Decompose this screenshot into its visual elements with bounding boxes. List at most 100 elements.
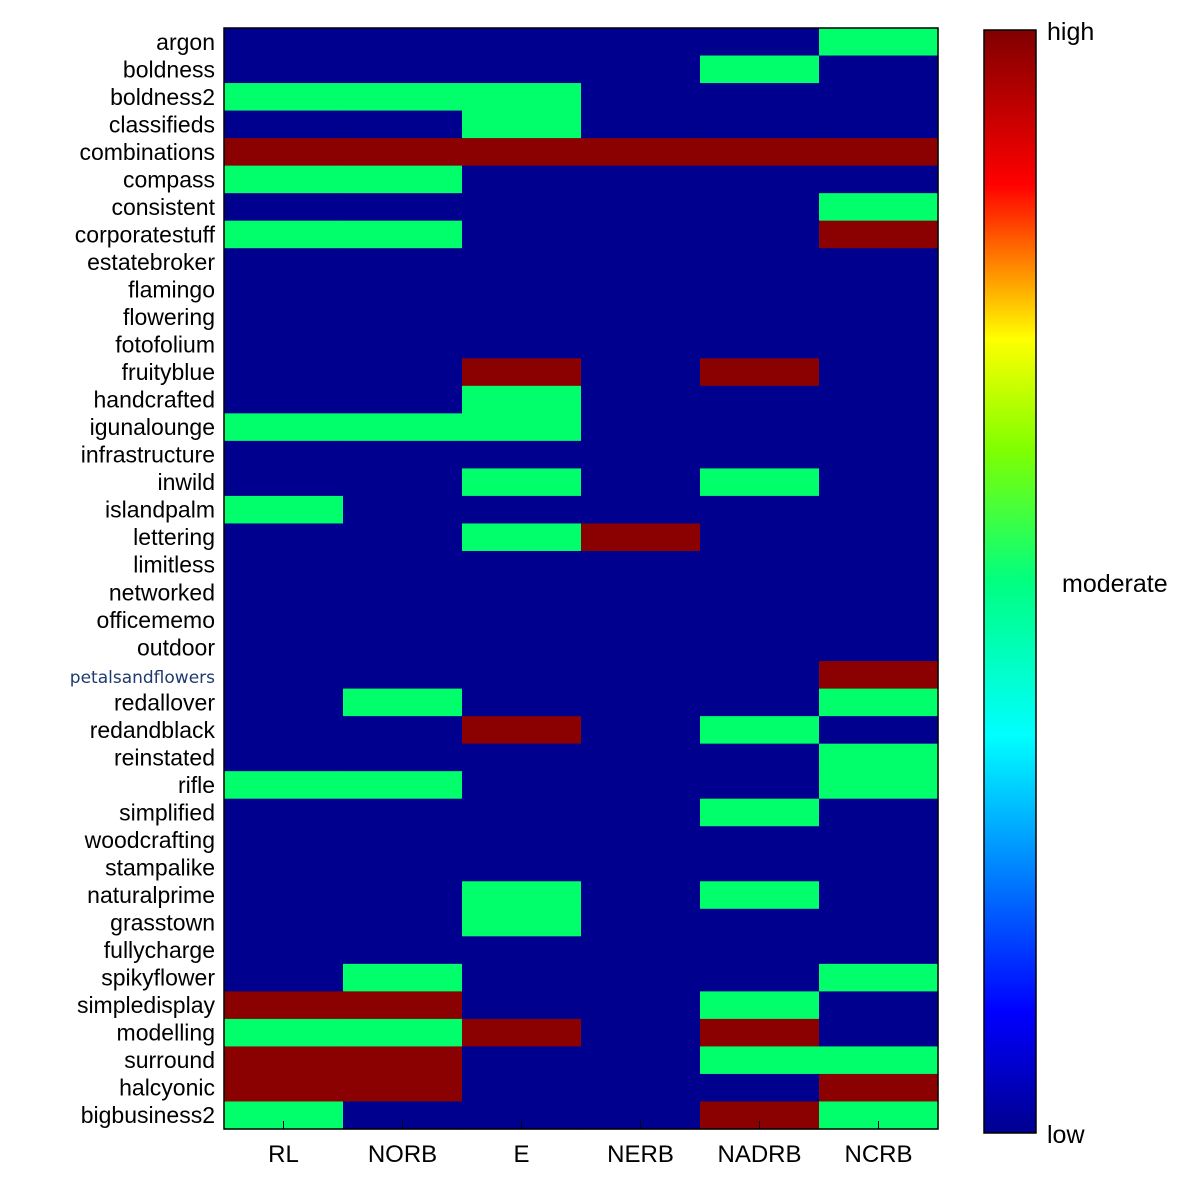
heatmap-cell (581, 688, 701, 717)
heatmap-cell (700, 55, 820, 84)
heatmap-cell (462, 220, 582, 249)
heatmap-cell (581, 55, 701, 84)
heatmap-cell (819, 991, 939, 1020)
heatmap-cell (581, 963, 701, 992)
heatmap-cell (581, 550, 701, 580)
heatmap-cell (462, 743, 582, 772)
heatmap-cell (581, 881, 701, 910)
heatmap-cell (819, 936, 939, 965)
row-label: bigbusiness2 (81, 1102, 215, 1128)
heatmap-cell (581, 330, 701, 359)
heatmap-cell (343, 716, 463, 745)
row-label: islandpalm (105, 497, 215, 523)
heatmap-cell (700, 716, 820, 745)
heatmap-cell (343, 743, 463, 772)
heatmap-cell (700, 550, 820, 580)
heatmap-cell (581, 138, 701, 167)
heatmap-cell (700, 633, 820, 662)
heatmap-cell (343, 330, 463, 359)
heatmap-cell (224, 798, 344, 827)
heatmap-cell (343, 963, 463, 992)
heatmap-cell (700, 275, 820, 304)
heatmap-cell (581, 275, 701, 304)
heatmap-cell (581, 853, 701, 882)
heatmap-cell (819, 275, 939, 304)
heatmap-cell (343, 578, 463, 607)
heatmap-cell (343, 220, 463, 249)
heatmap-cell (819, 743, 939, 772)
heatmap-cell (700, 165, 820, 194)
heatmap-cell (819, 440, 939, 470)
heatmap-cell (819, 908, 939, 937)
heatmap-cell (343, 853, 463, 882)
heatmap-cell (343, 440, 463, 470)
row-label: lettering (133, 524, 215, 550)
heatmap-cell (581, 606, 701, 635)
heatmap-cell (581, 908, 701, 937)
heatmap-cell (224, 110, 344, 139)
heatmap-cell (819, 413, 939, 442)
heatmap-cell (581, 303, 701, 332)
heatmap-cell (700, 330, 820, 359)
row-label: rifle (178, 772, 215, 798)
heatmap-cell (343, 991, 463, 1020)
heatmap-cell (343, 1073, 463, 1103)
heatmap-cell (224, 275, 344, 304)
heatmap-cell (700, 743, 820, 772)
heatmap-cell (224, 881, 344, 910)
heatmap-cell (700, 771, 820, 800)
heatmap-cell (343, 1018, 463, 1048)
heatmap-cell (462, 1073, 582, 1103)
row-label: simplified (119, 799, 215, 825)
heatmap-cell (819, 606, 939, 635)
heatmap-cell (581, 633, 701, 662)
heatmap-cell (224, 771, 344, 800)
heatmap-cell (819, 55, 939, 84)
heatmap-cell (224, 963, 344, 992)
heatmap-cell (462, 275, 582, 304)
row-label: networked (109, 579, 215, 605)
heatmap-cell (462, 1018, 582, 1048)
heatmap-cell (224, 688, 344, 717)
heatmap-cell (700, 1046, 820, 1075)
heatmap-cell (343, 248, 463, 277)
heatmap-cell (462, 550, 582, 580)
heatmap-cell (700, 908, 820, 937)
heatmap-cell (819, 358, 939, 387)
heatmap-cell (462, 440, 582, 470)
heatmap-cell (224, 716, 344, 745)
heatmap-cell (224, 330, 344, 359)
heatmap-cell (581, 716, 701, 745)
heatmap-cell (462, 248, 582, 277)
column-label: E (513, 1141, 529, 1168)
row-label: fruityblue (122, 359, 215, 385)
heatmap-cell (343, 83, 463, 112)
row-label: grasstown (110, 910, 215, 936)
row-label: spikyflower (101, 965, 215, 991)
row-label: boldness (123, 56, 215, 82)
heatmap-cell (581, 193, 701, 222)
row-label: naturalprime (87, 882, 215, 908)
column-label: NCRB (844, 1141, 912, 1168)
heatmap-cell (819, 468, 939, 497)
heatmap-cell (462, 936, 582, 965)
row-label: combinations (79, 139, 215, 165)
heatmap-cell (819, 330, 939, 359)
heatmap-cell (700, 468, 820, 497)
heatmap-cell (343, 138, 463, 167)
heatmap-cell (224, 468, 344, 497)
heatmap-cell (462, 853, 582, 882)
heatmap-cell (819, 523, 939, 552)
heatmap-cell (700, 385, 820, 414)
heatmap-cell (581, 523, 701, 552)
heatmap-cell (343, 55, 463, 84)
heatmap-cell (581, 385, 701, 414)
heatmap-cell (819, 1018, 939, 1048)
heatmap-cell (700, 606, 820, 635)
colorbar-label-high: high (1047, 18, 1094, 46)
heatmap-cell (343, 881, 463, 910)
heatmap-cell (581, 165, 701, 194)
heatmap-cell (224, 138, 344, 167)
plot-frame (223, 27, 939, 1130)
heatmap-cell (343, 633, 463, 662)
